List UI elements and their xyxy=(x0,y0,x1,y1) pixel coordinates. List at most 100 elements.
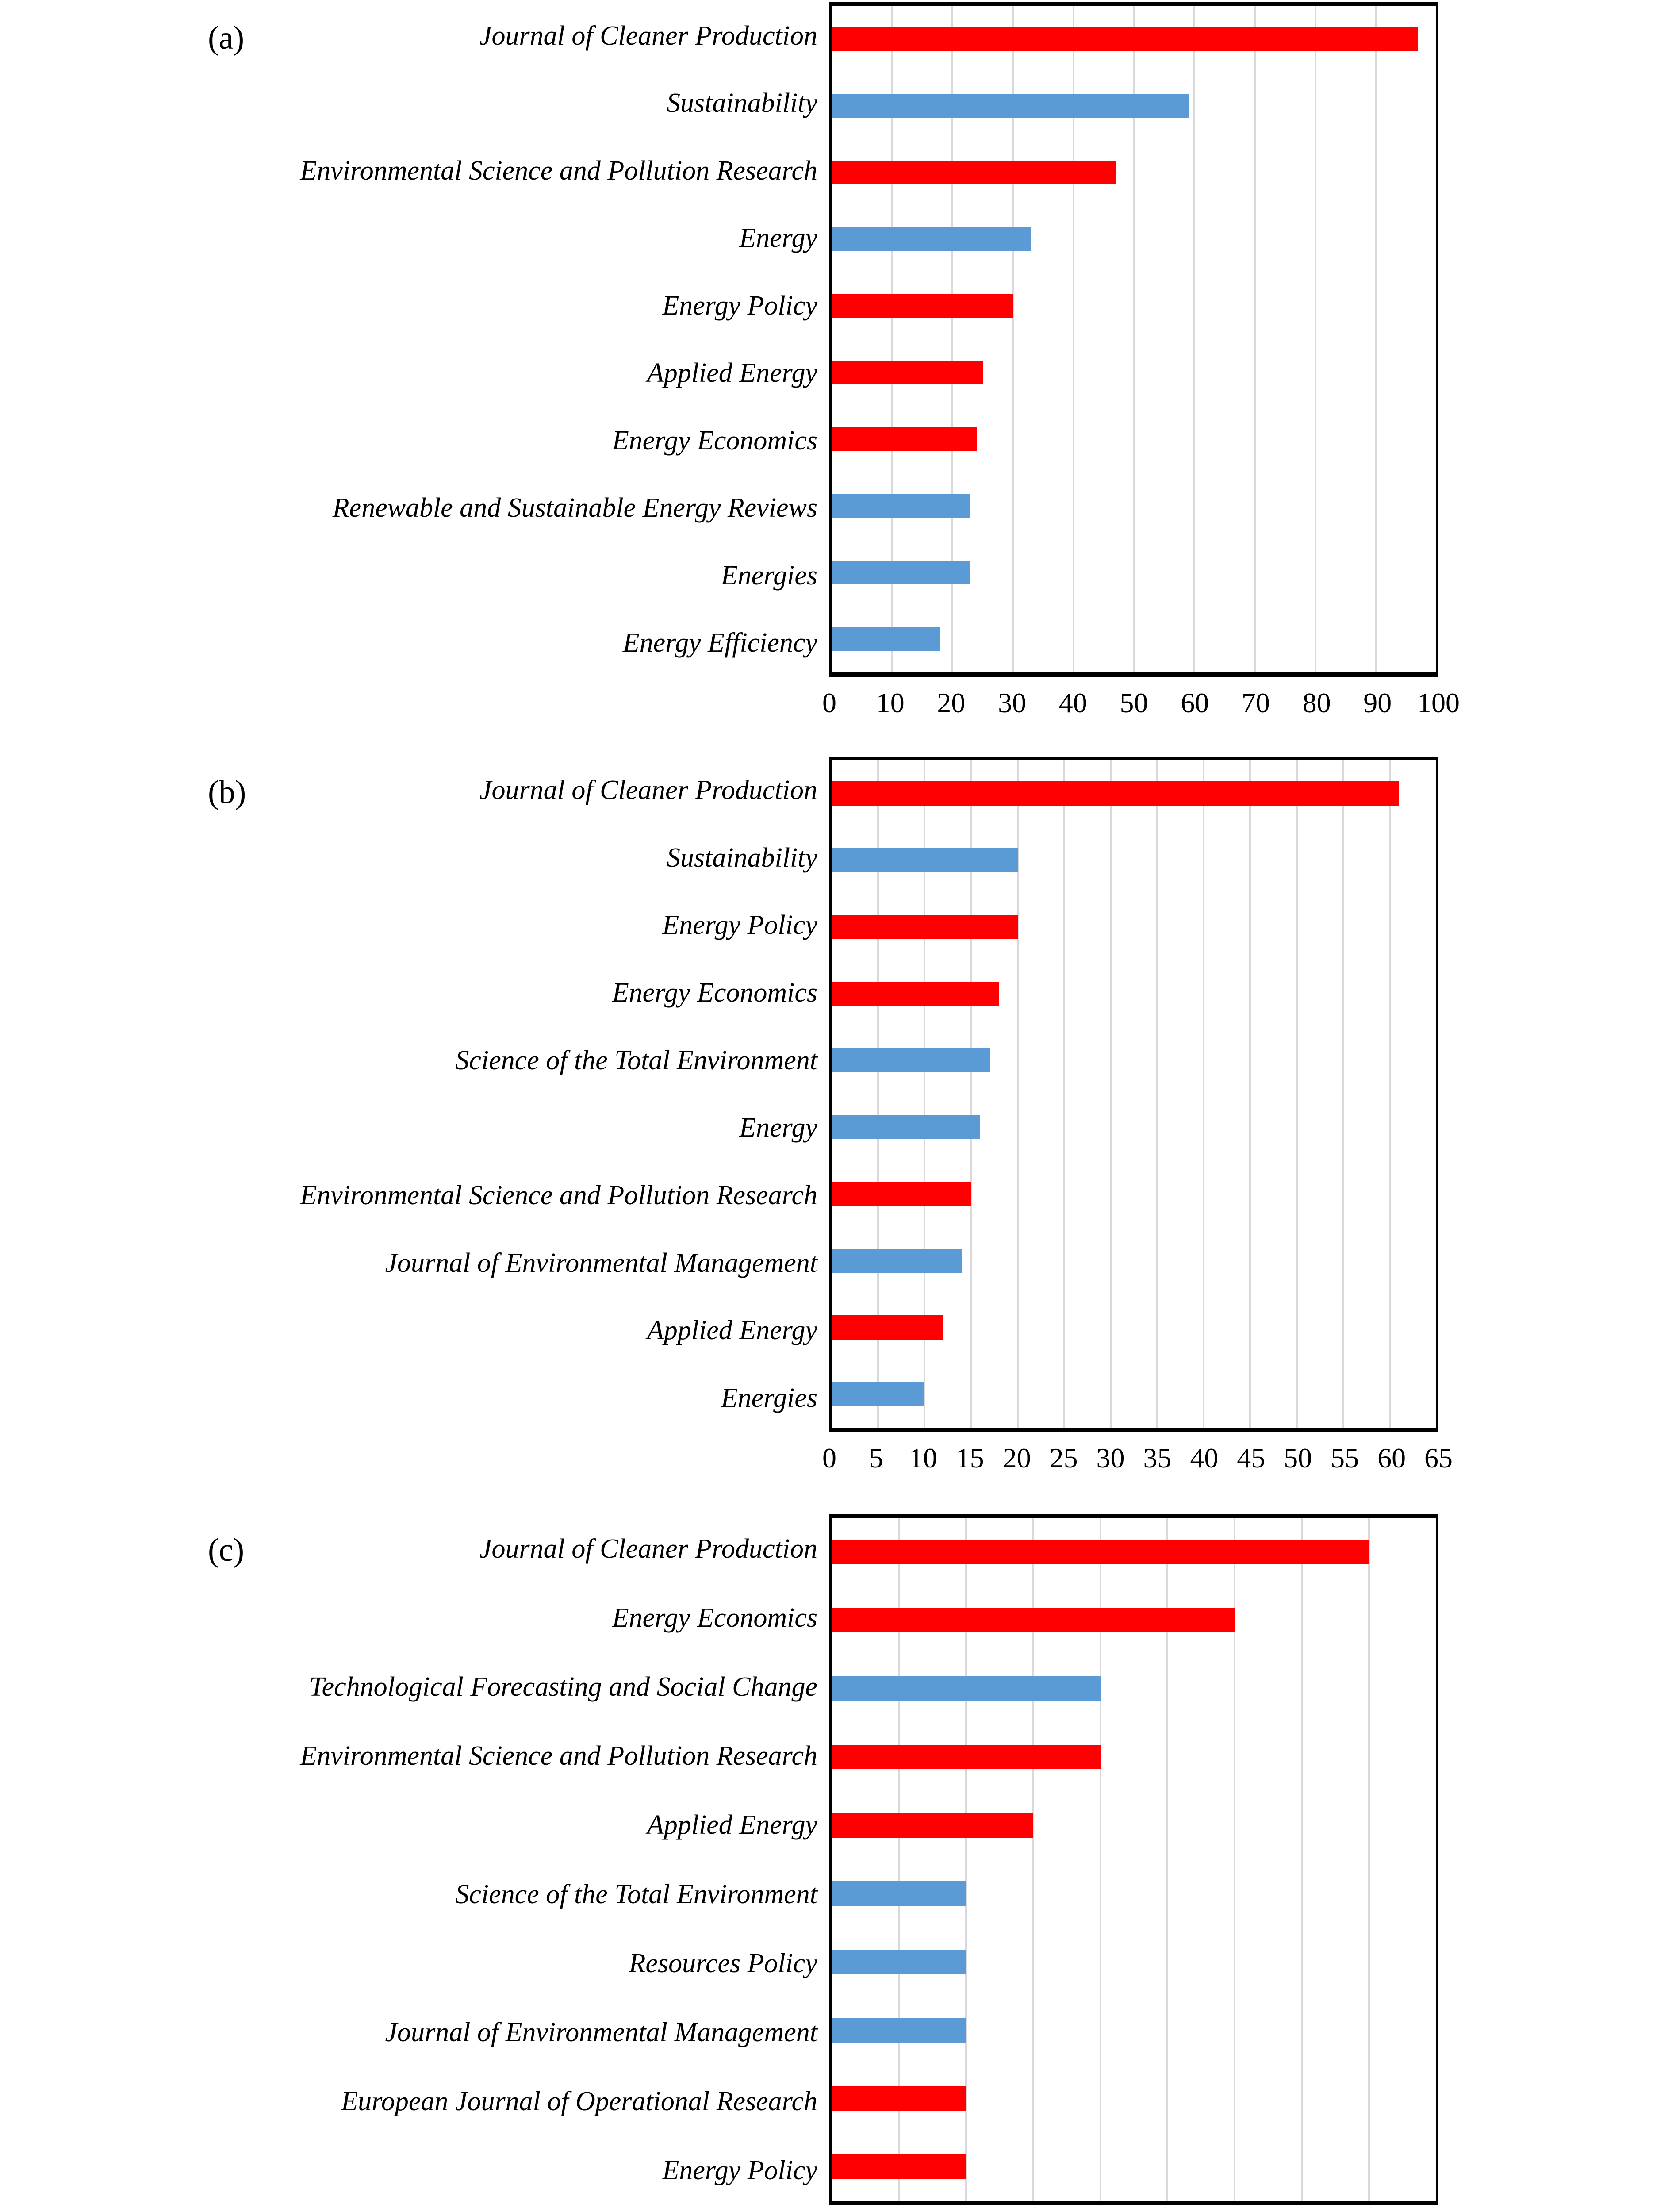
x-tick-label: 70 xyxy=(1241,687,1270,718)
category-label: Journal of Cleaner Production xyxy=(479,775,817,805)
category-label: Energies xyxy=(721,560,817,591)
category-label: Technological Forecasting and Social Cha… xyxy=(309,1671,817,1702)
x-tick-label: 0 xyxy=(822,687,836,718)
bar xyxy=(832,1744,1101,1770)
x-tick-label: 10 xyxy=(876,687,905,718)
gridline xyxy=(1109,760,1112,1428)
gridlines xyxy=(832,760,1436,1428)
bar-series xyxy=(832,1518,1436,2201)
gridline xyxy=(1234,1518,1236,2201)
gridline xyxy=(951,6,954,672)
category-label: Energy Economics xyxy=(612,977,817,1008)
bar xyxy=(832,981,999,1006)
x-tick-label: 15 xyxy=(955,1442,984,1474)
category-label: Environmental Science and Pollution Rese… xyxy=(300,155,817,186)
x-tick-label: 25 xyxy=(1049,1442,1078,1474)
bar-series xyxy=(832,6,1436,672)
category-label: Energy Policy xyxy=(662,910,817,941)
gridline xyxy=(1016,760,1019,1428)
gridline xyxy=(897,1518,900,2201)
gridline xyxy=(1032,1518,1034,2201)
gridline xyxy=(1072,6,1074,672)
bar xyxy=(832,1813,1033,1838)
category-label: Energy Policy xyxy=(662,2155,817,2186)
gridline xyxy=(970,760,972,1428)
gridline xyxy=(965,1518,967,2201)
bar xyxy=(832,781,1399,806)
x-tick-label: 65 xyxy=(1424,1442,1453,1474)
gridline xyxy=(1063,760,1065,1428)
x-tick-label: 30 xyxy=(998,687,1027,718)
x-tick-label: 20 xyxy=(1002,1442,1031,1474)
bar xyxy=(832,494,971,518)
gridline xyxy=(1249,760,1251,1428)
bar xyxy=(832,1540,1369,1564)
x-tick-label: 80 xyxy=(1302,687,1331,718)
bar xyxy=(832,915,1018,939)
category-label: Journal of Environmental Management xyxy=(385,2017,817,2047)
x-tick-label: 50 xyxy=(1284,1442,1312,1474)
bar xyxy=(832,1881,966,1906)
bar xyxy=(832,160,1116,184)
category-label: European Journal of Operational Research xyxy=(341,2086,817,2117)
x-tick-label: 0 xyxy=(822,1442,836,1474)
x-tick-label: 55 xyxy=(1331,1442,1359,1474)
bar xyxy=(832,627,941,651)
x-tick-label: 90 xyxy=(1363,687,1392,718)
category-label: Sustainability xyxy=(667,88,817,119)
panel-label-b: (b) xyxy=(208,774,246,810)
gridline xyxy=(1375,6,1377,672)
bar xyxy=(832,27,1418,51)
bar xyxy=(832,360,983,384)
gridline xyxy=(1388,760,1391,1428)
category-label: Resources Policy xyxy=(629,1948,817,1978)
x-tick-label: 40 xyxy=(1058,687,1087,718)
plot-area xyxy=(829,757,1438,1432)
category-label: Journal of Cleaner Production xyxy=(479,20,817,51)
category-label: Journal of Cleaner Production xyxy=(479,1533,817,1564)
gridline xyxy=(1133,6,1135,672)
bar xyxy=(832,227,1032,251)
category-label: Science of the Total Environment xyxy=(455,1045,817,1075)
bar xyxy=(832,1182,971,1206)
category-label: Energies xyxy=(721,1383,817,1413)
x-tick-label: 10 xyxy=(909,1442,937,1474)
gridline xyxy=(1193,6,1196,672)
category-label: Energy Economics xyxy=(612,1602,817,1633)
chart-a: (a) Journal of Cleaner Production Sustain… xyxy=(0,2,1672,718)
bar-series xyxy=(832,760,1436,1428)
category-label: Energy Efficiency xyxy=(622,628,817,658)
gridline xyxy=(877,760,879,1428)
gridline xyxy=(1166,1518,1169,2201)
gridline xyxy=(1368,1518,1370,2201)
x-tick-label: 20 xyxy=(937,687,966,718)
bar xyxy=(832,427,977,451)
category-label: Renewable and Sustainable Energy Reviews xyxy=(332,493,817,523)
x-tick-label: 40 xyxy=(1190,1442,1219,1474)
category-labels: Journal of Cleaner Production Energy Econ… xyxy=(0,1514,817,2205)
category-labels: Journal of Cleaner Production Sustainabil… xyxy=(0,757,817,1432)
bar xyxy=(832,848,1018,872)
gridline xyxy=(924,760,926,1428)
category-label: Energy Economics xyxy=(612,425,817,456)
gridline xyxy=(1301,1518,1303,2201)
bar xyxy=(832,2018,966,2043)
bar xyxy=(832,1048,990,1073)
bar xyxy=(832,2086,966,2111)
x-tick-label: 60 xyxy=(1181,687,1209,718)
x-tick-label: 5 xyxy=(869,1442,883,1474)
x-axis-ticks: 0 5 10 15 20 25 30 35 40 45 50 55 60 65 xyxy=(822,1438,1453,1478)
gridline xyxy=(1314,6,1316,672)
x-tick-label: 45 xyxy=(1237,1442,1266,1474)
x-axis-ticks: 0 10 20 30 40 50 60 70 80 90 100 xyxy=(822,683,1460,723)
gridline xyxy=(891,6,893,672)
category-label: Environmental Science and Pollution Rese… xyxy=(300,1741,817,1771)
category-label: Applied Energy xyxy=(647,1810,817,1840)
bar xyxy=(832,1248,962,1273)
x-tick-label: 60 xyxy=(1377,1442,1406,1474)
gridline xyxy=(1012,6,1014,672)
x-tick-label: 50 xyxy=(1120,687,1148,718)
bar xyxy=(832,1608,1235,1633)
gridline xyxy=(1342,760,1344,1428)
